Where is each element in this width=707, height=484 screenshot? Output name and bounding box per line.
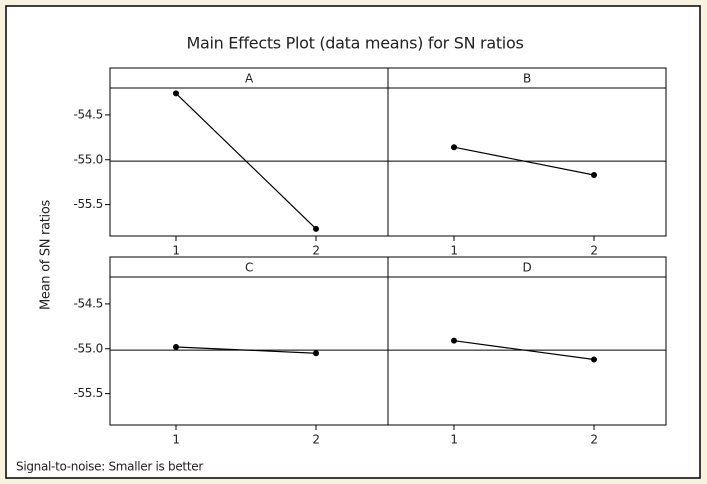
y-tick-label: -54.5 — [73, 296, 103, 310]
y-tick-label: -55.0 — [73, 341, 103, 355]
x-tick-label: 1 — [450, 433, 457, 447]
x-tick-label: 1 — [450, 244, 457, 258]
x-tick-label: 2 — [312, 244, 319, 258]
x-tick-label: 2 — [590, 433, 597, 447]
panel — [387, 87, 667, 237]
point — [313, 225, 319, 232]
point — [173, 343, 179, 350]
x-tick-label: 1 — [172, 244, 179, 258]
line — [175, 92, 317, 230]
panel — [387, 276, 667, 426]
y-axis-label: Mean of SN ratios — [39, 199, 54, 309]
x-tick-label: 2 — [312, 433, 319, 447]
point — [451, 337, 457, 344]
point — [451, 144, 457, 151]
point — [173, 90, 179, 97]
y-tick-label: -55.0 — [73, 152, 103, 166]
point — [313, 350, 319, 357]
footnote: Signal-to-noise: Smaller is better — [16, 460, 203, 474]
chart-title: Main Effects Plot (data means) for SN ra… — [187, 34, 524, 53]
y-tick-label: -55.5 — [73, 386, 103, 400]
panel-title: B — [523, 72, 531, 86]
y-tick-label: -55.5 — [73, 197, 103, 211]
point — [591, 356, 597, 363]
panel-title: D — [523, 261, 532, 275]
x-tick-label: 1 — [172, 433, 179, 447]
line — [453, 146, 595, 176]
panel-title: C — [245, 261, 253, 275]
panel-title: A — [245, 72, 254, 86]
x-tick-label: 2 — [590, 244, 597, 258]
line — [453, 340, 595, 361]
line — [175, 346, 317, 354]
y-tick-label: -54.5 — [73, 107, 103, 121]
point — [591, 172, 597, 179]
